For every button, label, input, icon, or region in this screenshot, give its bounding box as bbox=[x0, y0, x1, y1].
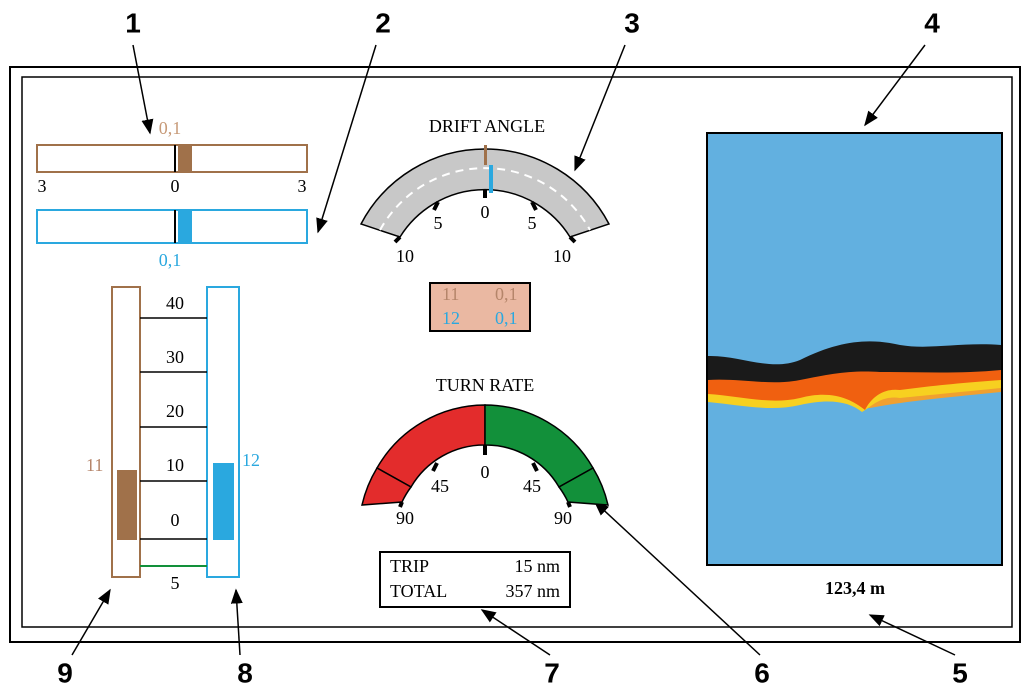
arrow bbox=[72, 590, 110, 655]
drift-angle: DRIFT ANGLE 10 5 0 5 10 bbox=[361, 116, 609, 266]
tube-label: 12 bbox=[242, 450, 260, 470]
tick bbox=[533, 463, 537, 471]
tick bbox=[570, 237, 575, 242]
arrow bbox=[865, 45, 925, 125]
readout-cell: 0,1 bbox=[495, 308, 518, 328]
scale-label: 90 bbox=[554, 508, 572, 528]
indicator bbox=[178, 211, 192, 242]
callout: 2 bbox=[375, 7, 391, 38]
distance: TRIP 15 nm TOTAL 357 nm bbox=[380, 552, 570, 607]
callout: 7 bbox=[544, 657, 560, 688]
callout: 9 bbox=[57, 657, 73, 688]
roll-indicator: 0,1 3 0 3 0,1 bbox=[37, 118, 307, 270]
arrow bbox=[236, 590, 240, 655]
arc-right bbox=[485, 405, 593, 487]
arrow bbox=[482, 610, 550, 655]
tick bbox=[568, 502, 570, 507]
callout: 1 bbox=[125, 7, 141, 38]
indicator bbox=[178, 146, 192, 171]
level bbox=[213, 463, 234, 540]
scale-label: 0 bbox=[171, 510, 180, 530]
readout-cell: 12 bbox=[442, 308, 460, 328]
title: TURN RATE bbox=[436, 375, 535, 395]
value: 0,1 bbox=[159, 118, 182, 138]
speed-gauge: 40 30 20 10 0 5 11 12 bbox=[86, 287, 260, 593]
page: 1 2 3 4 5 6 7 8 9 0,1 3 0 3 0,1 DRIFT AN… bbox=[0, 0, 1028, 693]
distance-label: TOTAL bbox=[390, 581, 447, 601]
readout-cell: 11 bbox=[442, 284, 459, 304]
sonar-display: 123,4 m bbox=[707, 133, 1002, 598]
callout: 5 bbox=[952, 657, 968, 688]
distance-value: 357 nm bbox=[505, 581, 560, 601]
tick bbox=[400, 502, 402, 507]
scale-label: 5 bbox=[434, 213, 443, 233]
scale-label: 3 bbox=[298, 176, 307, 196]
tick bbox=[433, 463, 437, 471]
callout: 6 bbox=[754, 657, 770, 688]
distance-label: TRIP bbox=[390, 556, 429, 576]
readout-cell: 0,1 bbox=[495, 284, 518, 304]
scale-label: 45 bbox=[431, 476, 449, 496]
scale-label: 3 bbox=[38, 176, 47, 196]
arrow bbox=[318, 45, 376, 232]
arrow bbox=[133, 45, 150, 133]
callout: 4 bbox=[924, 7, 940, 38]
scale-label: 10 bbox=[166, 455, 184, 475]
scale-label: 0 bbox=[481, 202, 490, 222]
scale-label: 5 bbox=[171, 573, 180, 593]
diagram: 1 2 3 4 5 6 7 8 9 0,1 3 0 3 0,1 DRIFT AN… bbox=[0, 0, 1028, 693]
bar bbox=[37, 145, 307, 172]
scale-label: 90 bbox=[396, 508, 414, 528]
scale-label: 0 bbox=[481, 462, 490, 482]
arrow bbox=[870, 615, 955, 655]
indicator bbox=[489, 165, 493, 193]
turn-rate: TURN RATE 90 45 0 45 90 bbox=[362, 375, 608, 528]
arc-left bbox=[377, 405, 485, 487]
scale-label: 10 bbox=[396, 246, 414, 266]
depth-value: 123,4 m bbox=[825, 578, 885, 598]
tube-label: 11 bbox=[86, 455, 103, 475]
scale-label: 45 bbox=[523, 476, 541, 496]
scale-label: 0 bbox=[171, 176, 180, 196]
scale-label: 5 bbox=[528, 213, 537, 233]
distance-value: 15 nm bbox=[514, 556, 560, 576]
value: 0,1 bbox=[159, 250, 182, 270]
callout: 3 bbox=[624, 7, 640, 38]
tick bbox=[395, 237, 400, 242]
scale-label: 10 bbox=[553, 246, 571, 266]
callout: 8 bbox=[237, 657, 253, 688]
level bbox=[117, 470, 137, 540]
scale-label: 20 bbox=[166, 401, 184, 421]
title: DRIFT ANGLE bbox=[429, 116, 545, 136]
arrow bbox=[575, 45, 625, 170]
scale-label: 40 bbox=[166, 293, 184, 313]
scale-label: 30 bbox=[166, 347, 184, 367]
readout: 11 0,1 12 0,1 bbox=[430, 283, 530, 331]
spacer bbox=[366, 465, 377, 468]
bar bbox=[37, 210, 307, 243]
indicator bbox=[484, 145, 487, 165]
